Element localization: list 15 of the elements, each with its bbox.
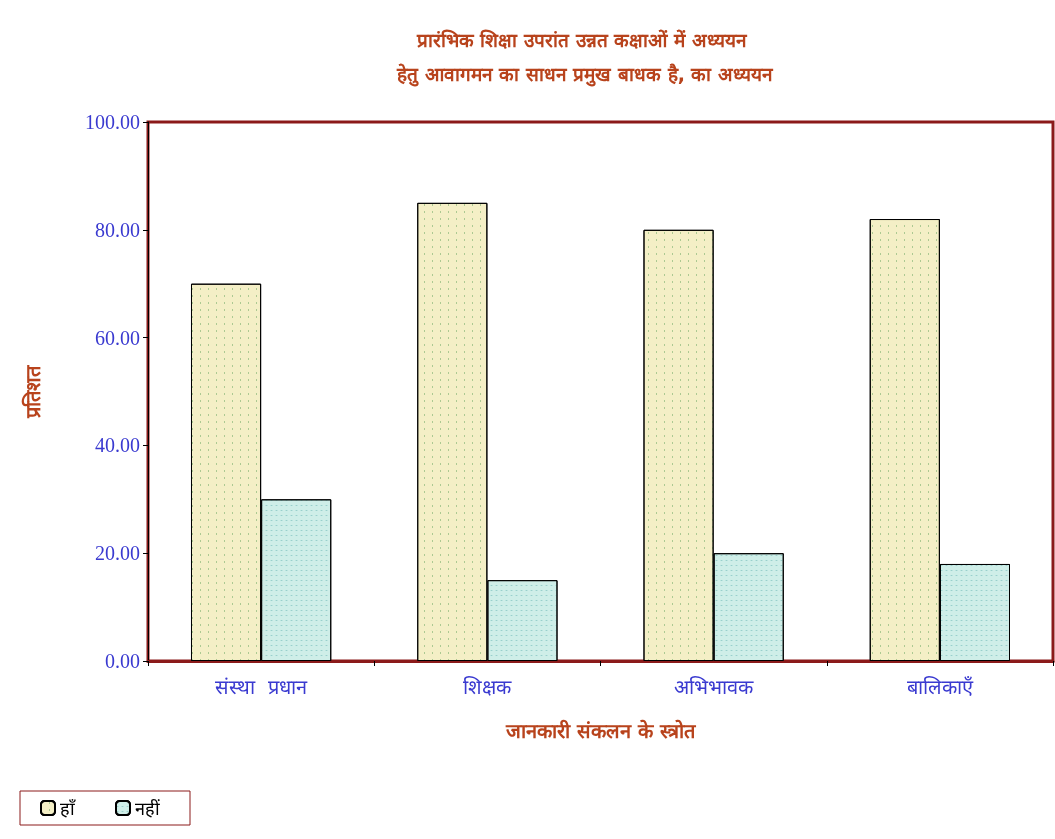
- chart-title: प्रारंभिक शिक्षा उपरांत उन्नत कक्षाओं में अध्ययन हेतु आवागमन का साधन प्रमुख बाधक है, का अध्ययन: [395, 29, 775, 87]
- x-tick-label: बालिकाएँ: [906, 675, 974, 699]
- legend-label: नहीं: [135, 797, 160, 819]
- legend-label: हाँ: [60, 797, 76, 819]
- x-tick-label: संस्था प्रधान: [215, 675, 308, 699]
- y-tick-label: 80.00: [95, 218, 140, 241]
- y-tick-label: 0.00: [105, 650, 140, 672]
- y-axis-title: प्रतिशत: [21, 363, 45, 419]
- y-tick-label: 60.00: [95, 326, 140, 349]
- x-tick-label: अभिभावक: [674, 675, 755, 699]
- x-tick-label: शिक्षक: [463, 675, 513, 699]
- y-tick-label: 40.00: [95, 434, 140, 457]
- x-axis-title: जानकारी संकलन के स्त्रोत: [505, 719, 697, 743]
- y-tick-label: 20.00: [95, 542, 140, 565]
- y-tick-label: 100.00: [85, 111, 140, 133]
